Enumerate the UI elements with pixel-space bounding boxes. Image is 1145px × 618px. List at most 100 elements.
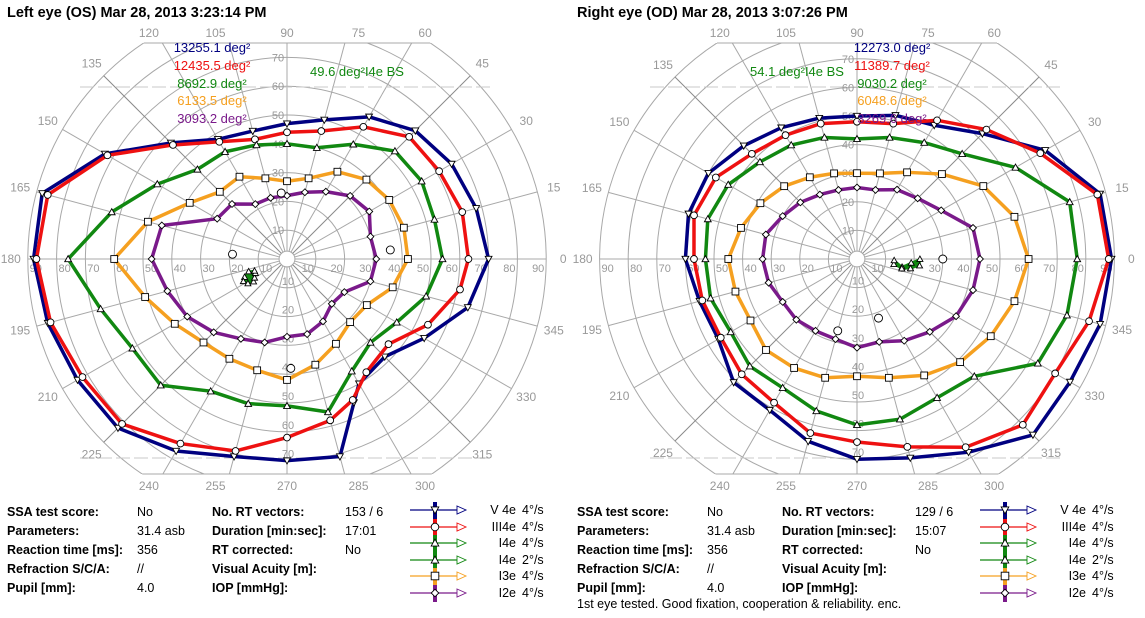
isopter-marker xyxy=(251,135,259,144)
grid-spoke-285 xyxy=(858,266,916,474)
grid-spoke-165 xyxy=(608,191,850,258)
radial-tick-label: 20 xyxy=(272,196,284,208)
right-legend: V 4e 4°/s III4e 4°/s I4e 4°/s I4e 2°/s I3e 4°/s I2… xyxy=(978,502,1138,602)
grid-spoke-30 xyxy=(293,128,512,256)
grid-spoke-345 xyxy=(294,260,538,327)
blind-spot-area-label: 49.6 deg²I4e BS xyxy=(310,64,404,79)
isopter-marker xyxy=(925,327,934,336)
isopter-marker xyxy=(283,128,291,137)
isopter-marker xyxy=(932,393,942,401)
iop-value xyxy=(915,579,953,598)
isopter-marker xyxy=(435,167,443,176)
isopter-marker xyxy=(1010,212,1019,221)
isopter-marker xyxy=(876,169,884,178)
isopter-marker xyxy=(1024,255,1033,263)
radial-tick-label: 40 xyxy=(744,263,756,275)
isopter-marker xyxy=(777,124,786,133)
rt-value: 356 xyxy=(707,543,728,557)
isopter-marker xyxy=(248,127,257,136)
rt-value: 356 xyxy=(137,543,158,557)
legend-item: I4e 2°/s xyxy=(978,551,1138,569)
isopter-marker xyxy=(703,214,712,223)
duration-label: Duration [min:sec]: xyxy=(782,524,897,538)
refraction-value: // xyxy=(137,562,144,576)
legend-marker-icon xyxy=(980,502,1038,519)
isopter-area-label: 9030.2 deg² xyxy=(857,76,927,91)
isopter-marker xyxy=(225,354,234,363)
isopter-marker xyxy=(261,174,270,183)
isopter-marker xyxy=(311,360,320,369)
isopter-marker xyxy=(938,170,946,178)
isopter-marker xyxy=(684,210,693,219)
isopter-marker xyxy=(326,416,335,425)
isopter-marker xyxy=(372,254,381,264)
radial-tick-label: 70 xyxy=(842,54,854,66)
blind-spot-area-label: 54.1 deg²I4e BS xyxy=(750,64,844,79)
isopter-marker xyxy=(215,137,224,146)
legend-item: I3e 4°/s xyxy=(978,568,1138,585)
left-eye-panel: 1010101020202020303030304040404050505050… xyxy=(0,0,572,618)
legend-label: III4e 4°/s xyxy=(491,519,544,534)
isopter-marker xyxy=(430,215,439,223)
legend-item: I3e 4°/s xyxy=(408,568,568,585)
isopter-marker xyxy=(745,361,754,370)
radial-tick-label: 30 xyxy=(272,168,284,180)
isopter-marker xyxy=(890,260,898,268)
grid-ring-center xyxy=(278,250,296,268)
angle-tick-label: 120 xyxy=(139,26,159,40)
isopter-marker xyxy=(282,401,292,410)
isopter-marker xyxy=(362,301,371,309)
radial-tick-label: 40 xyxy=(842,140,854,152)
isopter-marker xyxy=(1065,378,1075,387)
isopter-marker xyxy=(792,315,801,324)
isopter-marker xyxy=(890,256,898,264)
isopter-marker xyxy=(300,188,309,197)
isopter-marker xyxy=(884,373,893,382)
rt-label: Reaction time [ms]: xyxy=(7,543,123,557)
isopter-marker xyxy=(304,174,313,183)
isopter-marker xyxy=(250,266,259,274)
grid-spoke-165 xyxy=(36,191,280,258)
isopter-marker xyxy=(333,167,342,176)
isopter-marker xyxy=(438,254,447,263)
iop-label: IOP [mmHg]: xyxy=(782,581,859,595)
grid-spoke-255 xyxy=(798,266,856,474)
legend-marker-icon xyxy=(410,551,468,569)
isopter-marker xyxy=(812,406,821,415)
isopter-marker xyxy=(1036,149,1045,158)
isopter-marker xyxy=(153,179,162,188)
isopter-marker xyxy=(1085,317,1093,326)
legend-marker-icon xyxy=(410,502,468,519)
pupil-label: Pupil [mm]: xyxy=(7,581,76,595)
isopter-marker xyxy=(915,261,924,269)
unseen-stimulus-point xyxy=(874,313,883,323)
isopter-marker xyxy=(716,333,725,342)
angle-tick-label: 300 xyxy=(415,479,435,493)
angle-tick-label: 210 xyxy=(609,389,629,403)
isopter-marker xyxy=(778,297,787,306)
angle-tick-label: 255 xyxy=(205,479,225,493)
angle-tick-label: 315 xyxy=(1041,446,1061,460)
angle-tick-label: 150 xyxy=(609,115,629,129)
ssa-label: SSA test score: xyxy=(577,505,669,519)
angle-tick-label: 195 xyxy=(582,323,602,337)
angle-tick-label: 225 xyxy=(653,446,673,460)
angle-tick-label: 45 xyxy=(476,57,490,71)
isopter-area-label: 12435.5 deg² xyxy=(174,58,251,73)
isopter-marker xyxy=(975,254,985,264)
isopter-marker xyxy=(209,328,218,337)
radial-tick-label: 10 xyxy=(282,276,294,288)
grid-spoke-45 xyxy=(862,76,1040,254)
isopter-marker xyxy=(852,183,862,192)
isopter-marker xyxy=(283,433,291,442)
isopter-marker xyxy=(220,147,230,155)
isopter-marker xyxy=(236,334,245,343)
isopter-marker xyxy=(952,312,961,321)
grid-spoke-45 xyxy=(292,75,471,254)
grid-spoke-15 xyxy=(864,191,1106,258)
isopter-marker xyxy=(853,169,861,178)
isopter-marker xyxy=(283,177,291,186)
left-eye-perimetry-chart: 1010101020202020303030304040404050505050… xyxy=(1,26,567,493)
isopter-marker xyxy=(340,288,349,297)
isopter-marker xyxy=(1011,163,1020,171)
